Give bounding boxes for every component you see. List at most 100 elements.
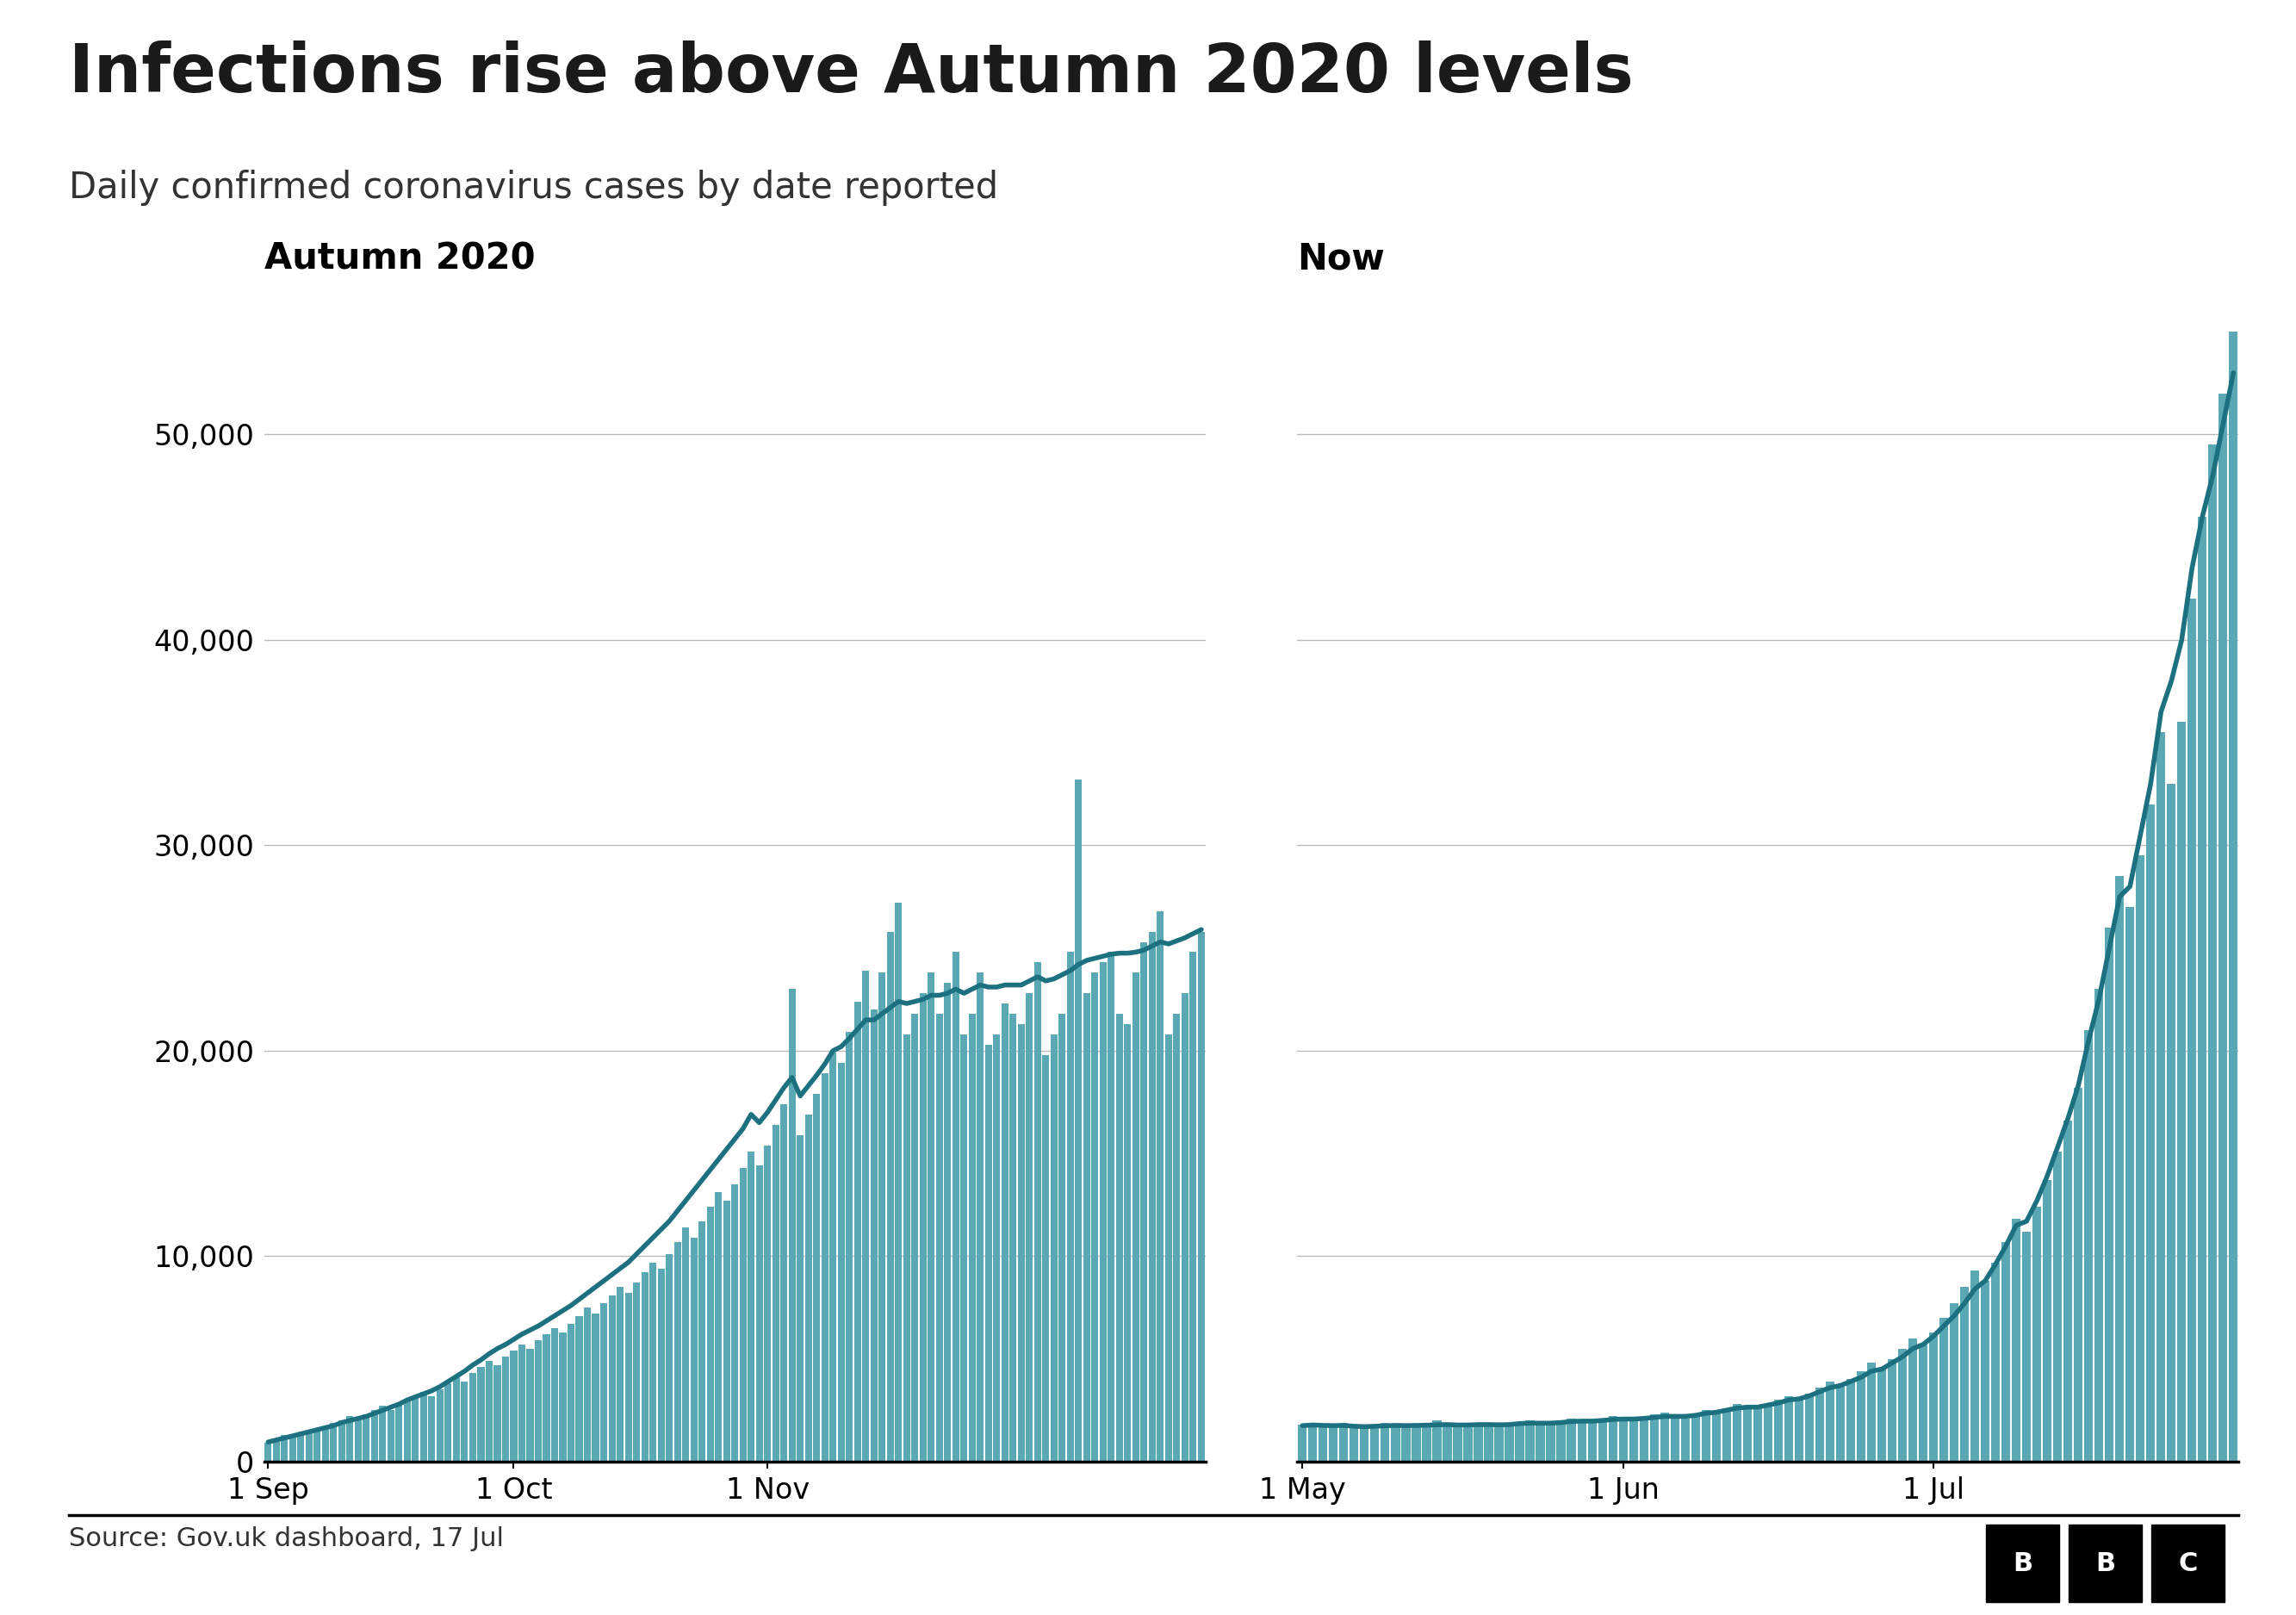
- Bar: [576, 1316, 583, 1462]
- Bar: [379, 1407, 386, 1462]
- Bar: [822, 1074, 829, 1462]
- Bar: [1297, 1424, 1306, 1462]
- Bar: [797, 1135, 804, 1462]
- Bar: [1784, 1395, 1793, 1462]
- Bar: [452, 1378, 459, 1462]
- Bar: [879, 972, 886, 1462]
- Bar: [1651, 1415, 1658, 1462]
- Bar: [1173, 1014, 1180, 1462]
- Bar: [707, 1206, 714, 1462]
- Bar: [1391, 1424, 1401, 1462]
- Text: Infections rise above Autumn 2020 levels: Infections rise above Autumn 2020 levels: [69, 40, 1632, 107]
- Bar: [1148, 932, 1155, 1462]
- Bar: [1141, 942, 1148, 1462]
- Bar: [675, 1242, 682, 1462]
- Bar: [1132, 972, 1139, 1462]
- Bar: [2064, 1121, 2073, 1462]
- Bar: [714, 1192, 721, 1462]
- Bar: [912, 1014, 918, 1462]
- Bar: [1701, 1410, 1711, 1462]
- Bar: [1515, 1423, 1525, 1462]
- Bar: [937, 1014, 944, 1462]
- Bar: [657, 1268, 664, 1462]
- Bar: [1981, 1281, 1991, 1462]
- Bar: [503, 1357, 510, 1462]
- Bar: [1157, 911, 1164, 1462]
- Bar: [1878, 1370, 1885, 1462]
- Bar: [1164, 1034, 1171, 1462]
- Bar: [895, 903, 902, 1462]
- Bar: [1026, 993, 1033, 1462]
- Bar: [1961, 1287, 1970, 1462]
- Bar: [2218, 394, 2227, 1462]
- Bar: [994, 1034, 1001, 1462]
- Bar: [1908, 1339, 1917, 1462]
- Bar: [461, 1381, 468, 1462]
- Bar: [1463, 1424, 1472, 1462]
- Bar: [510, 1350, 517, 1462]
- Bar: [2126, 908, 2135, 1462]
- Bar: [1084, 993, 1091, 1462]
- Bar: [1125, 1024, 1132, 1462]
- Bar: [1068, 953, 1075, 1462]
- Bar: [698, 1221, 705, 1462]
- Bar: [2167, 783, 2177, 1462]
- Bar: [2002, 1242, 2011, 1462]
- Bar: [1566, 1418, 1575, 1462]
- Bar: [2053, 1151, 2062, 1462]
- Bar: [1899, 1349, 1906, 1462]
- Bar: [1991, 1263, 2000, 1462]
- Bar: [1350, 1426, 1359, 1462]
- Bar: [2023, 1232, 2032, 1462]
- Bar: [1681, 1418, 1690, 1462]
- Bar: [1837, 1386, 1844, 1462]
- Bar: [748, 1151, 755, 1462]
- Bar: [1504, 1424, 1513, 1462]
- Bar: [1339, 1423, 1348, 1462]
- Bar: [765, 1145, 771, 1462]
- Bar: [1380, 1423, 1389, 1462]
- Bar: [1825, 1381, 1835, 1462]
- Bar: [436, 1389, 443, 1462]
- Bar: [1001, 1003, 1008, 1462]
- Bar: [902, 1034, 909, 1462]
- Bar: [1116, 1014, 1123, 1462]
- Bar: [1867, 1363, 1876, 1462]
- Bar: [1816, 1387, 1823, 1462]
- Bar: [445, 1384, 452, 1462]
- Bar: [1359, 1429, 1368, 1462]
- Bar: [468, 1373, 475, 1462]
- Bar: [478, 1366, 484, 1462]
- Bar: [870, 1009, 877, 1462]
- Bar: [1052, 1034, 1058, 1462]
- Bar: [487, 1361, 494, 1462]
- Bar: [1182, 993, 1189, 1462]
- Bar: [542, 1334, 551, 1462]
- Text: B: B: [2014, 1550, 2032, 1576]
- Bar: [1100, 963, 1107, 1462]
- Bar: [551, 1328, 558, 1462]
- Bar: [2115, 875, 2124, 1462]
- Bar: [1017, 1024, 1024, 1462]
- Bar: [2011, 1219, 2020, 1462]
- Bar: [1033, 963, 1040, 1462]
- Bar: [2147, 804, 2156, 1462]
- Bar: [1557, 1421, 1566, 1462]
- Bar: [321, 1426, 328, 1462]
- Bar: [1318, 1426, 1327, 1462]
- Text: Autumn 2020: Autumn 2020: [264, 241, 535, 276]
- Bar: [1660, 1412, 1669, 1462]
- Bar: [1309, 1423, 1318, 1462]
- Bar: [1630, 1421, 1637, 1462]
- Text: Source: Gov.uk dashboard, 17 Jul: Source: Gov.uk dashboard, 17 Jul: [69, 1526, 503, 1550]
- Bar: [1609, 1416, 1616, 1462]
- Bar: [641, 1273, 647, 1462]
- Bar: [838, 1063, 845, 1462]
- Bar: [976, 972, 983, 1462]
- Bar: [953, 953, 960, 1462]
- Bar: [1692, 1415, 1699, 1462]
- Bar: [1733, 1403, 1740, 1462]
- Bar: [298, 1433, 305, 1462]
- Bar: [526, 1349, 533, 1462]
- Bar: [535, 1340, 542, 1462]
